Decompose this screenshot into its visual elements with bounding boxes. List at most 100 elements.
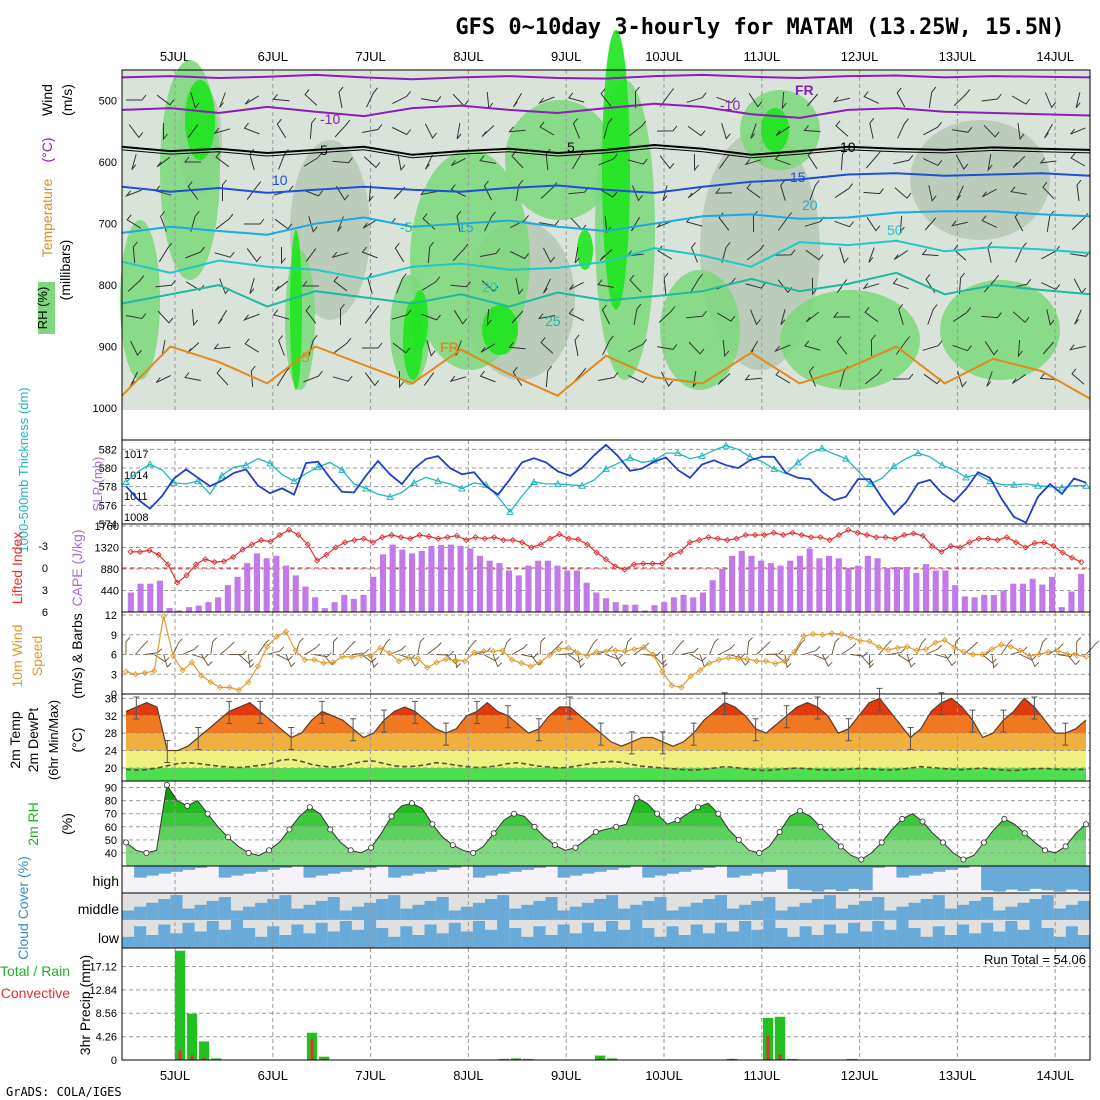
wind-barb (958, 272, 965, 295)
wind-barb (185, 281, 205, 291)
minmax-errorbar (1062, 722, 1069, 746)
low-cloud-bar (823, 924, 837, 948)
middle-cloud-bar (860, 900, 873, 920)
temperature-contour-FR (121, 143, 1091, 156)
middle-cloud-bar (799, 902, 813, 920)
wind-barb (331, 251, 349, 259)
cape-bar (447, 544, 454, 612)
wind-barb (692, 371, 698, 388)
lifted-index-point (351, 536, 358, 544)
low-cloud-bar (848, 922, 861, 948)
rh-point (592, 829, 599, 836)
minmax-errorbar (938, 692, 945, 716)
wind-barb (379, 638, 391, 655)
low-cloud-bar (364, 920, 377, 948)
wind-barb (1044, 123, 1053, 139)
wind-barb (628, 375, 648, 384)
wind-barb (836, 336, 848, 355)
wind-barb (728, 653, 746, 659)
wind-barb (744, 158, 762, 166)
wind-barb (895, 336, 911, 355)
lifted-index-point (332, 544, 339, 551)
low-cloud-bar (424, 924, 438, 948)
cape-bar (312, 597, 319, 612)
wind-barb (835, 183, 854, 198)
wind-barb (1000, 639, 1013, 655)
precip-total-bar (186, 1013, 198, 1060)
high-cloud-bar (1065, 866, 1079, 890)
wind-barb (863, 188, 884, 195)
lifted-index-point (276, 531, 283, 539)
cape-bar (622, 604, 629, 612)
minmax-errorbar (628, 731, 635, 755)
low-cloud-bar (751, 929, 764, 948)
wind-speed-point (555, 646, 563, 653)
wind-barb (568, 308, 584, 321)
tick-label: 800 (99, 280, 117, 292)
high-cloud-bar (218, 866, 232, 878)
wind-speed-point (649, 651, 657, 658)
lifted-index-point (136, 548, 144, 556)
wind-barb (450, 281, 471, 288)
cape-bar (826, 555, 833, 612)
wind-speed-point (696, 667, 704, 674)
thickness-axis-label: 1000-500mb Thickness (dm) (16, 387, 31, 552)
rh-legend-swatch (38, 282, 55, 334)
low-cloud-bar (339, 921, 353, 948)
tick-label: 582 (99, 444, 117, 456)
wind-barb (1070, 152, 1086, 167)
high-cloud-bar (497, 866, 510, 874)
high-cloud-bar (351, 866, 365, 870)
wind-barb (246, 181, 262, 200)
high-cloud-bar (315, 866, 329, 876)
high-cloud-bar (908, 866, 922, 876)
wind-barb (303, 189, 323, 197)
wind-barb (805, 311, 820, 323)
wind-speed-point (424, 664, 431, 671)
middle-cloud-bar (146, 902, 159, 920)
thickness-point (314, 463, 322, 471)
wind-barb (868, 247, 875, 263)
tick-label: 600 (99, 157, 117, 169)
wind-barb (774, 344, 791, 353)
lifted-index-point (556, 531, 563, 538)
wind-barb (953, 89, 971, 106)
wind-barb (157, 310, 174, 324)
rh-point (1001, 815, 1008, 822)
wind-unit-label: (m/s) & Barbs (69, 613, 85, 699)
wind-barb (721, 123, 731, 140)
wind-speed-point (932, 639, 939, 646)
date-label: 14JUL (1036, 49, 1074, 64)
high-cloud-bar (666, 866, 680, 874)
low-cloud-bar (714, 922, 728, 948)
wind-barb (479, 155, 496, 164)
cape-bar (1078, 573, 1085, 612)
wind-barb (333, 337, 352, 354)
middle-cloud-bar (848, 904, 861, 920)
lifted-index-point (640, 560, 647, 567)
low-cloud-bar (303, 933, 317, 948)
cape-tick-label: 1760 (95, 521, 119, 533)
high-cloud-bar (158, 866, 171, 874)
precip-panel: 0 4.26 8.56 12.84 17.12 Run Total = 54.06 Tota… (0, 947, 1091, 1067)
cape-bar (603, 598, 610, 612)
tick-label: 576 (99, 500, 117, 512)
minmax-errorbar (473, 700, 480, 724)
rh-point (837, 843, 844, 850)
temperature-contour--10 (121, 73, 1091, 81)
wind-barb (892, 277, 909, 290)
tick-label: 12.84 (89, 985, 117, 997)
lifted-index-point (947, 542, 954, 550)
high-cloud-bar (279, 866, 292, 868)
wind-speed-point (979, 651, 986, 658)
high-cloud-bar (303, 866, 317, 878)
low-cloud-bar (460, 931, 474, 948)
rh-point (858, 856, 865, 863)
cape-bar (699, 592, 706, 612)
minmax-axis-label: (6hr Min/Max) (46, 700, 61, 780)
lifted-index-point (444, 534, 451, 541)
cape-bar (234, 576, 241, 612)
wind-barb (163, 123, 168, 141)
high-cloud-bar (1053, 866, 1067, 892)
high-cloud-bar (243, 866, 256, 874)
